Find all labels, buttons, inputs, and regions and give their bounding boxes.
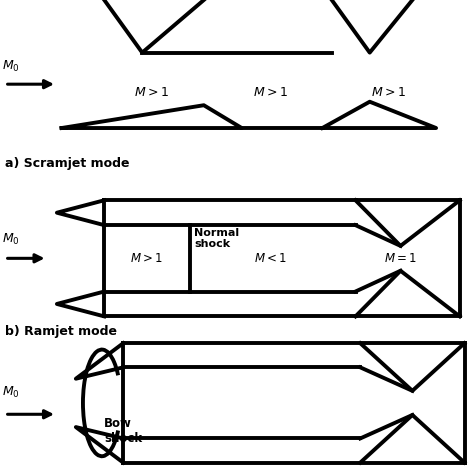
Text: Bow
shock: Bow shock: [104, 417, 142, 446]
Text: $M_0$: $M_0$: [2, 232, 20, 247]
Text: b) Ramjet mode: b) Ramjet mode: [5, 325, 117, 338]
Text: $M=1$: $M=1$: [384, 252, 417, 265]
Text: $M>1$: $M>1$: [253, 86, 288, 100]
Text: $M<1$: $M<1$: [254, 252, 287, 265]
Text: $M>1$: $M>1$: [130, 252, 164, 265]
Text: a) Scramjet mode: a) Scramjet mode: [5, 157, 129, 170]
Text: $M>1$: $M>1$: [371, 86, 406, 100]
Text: $M>1$: $M>1$: [134, 86, 169, 100]
Text: $M_0$: $M_0$: [2, 385, 20, 400]
Text: Normal
shock: Normal shock: [194, 228, 239, 249]
Text: $M_0$: $M_0$: [2, 59, 20, 73]
